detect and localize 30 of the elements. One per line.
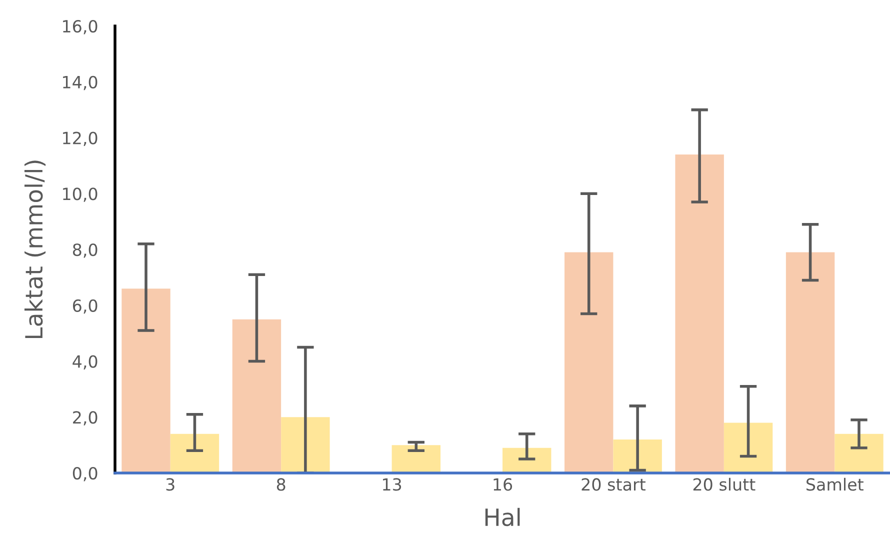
bar	[613, 439, 662, 473]
bar	[122, 288, 170, 473]
y-axis-title: Laktat (mmol/l)	[24, 160, 46, 338]
y-tick-label: 6,0	[72, 299, 98, 314]
bar	[675, 154, 724, 473]
y-tick-label: 12,0	[63, 132, 98, 146]
bar	[724, 422, 773, 473]
x-tick-label: 20 start	[582, 478, 646, 491]
y-tick-label: 16,0	[63, 20, 98, 34]
x-tick-label: 13	[383, 478, 402, 491]
x-tick-label: 8	[276, 478, 286, 491]
y-tick-label: 4,0	[72, 355, 98, 370]
x-tick-label: 16	[494, 478, 512, 491]
x-axis-title: Hal	[485, 508, 520, 526]
bar	[232, 319, 282, 473]
x-tick-label: Samlet	[806, 478, 864, 491]
bar	[564, 252, 614, 473]
y-tick-label: 8,0	[72, 243, 98, 258]
y-tick-label: 2,0	[73, 411, 98, 426]
bar	[834, 434, 884, 473]
bar	[502, 448, 552, 473]
bar	[281, 417, 330, 473]
bar	[170, 434, 220, 473]
y-tick-label: 10,0	[63, 188, 98, 202]
bar	[786, 252, 835, 473]
y-tick-label: 0,0	[72, 466, 98, 482]
x-tick-label: 3	[166, 478, 174, 491]
x-tick-label: 20 slutt	[693, 478, 756, 491]
bar	[392, 445, 440, 473]
y-tick-label: 14,0	[63, 76, 98, 90]
